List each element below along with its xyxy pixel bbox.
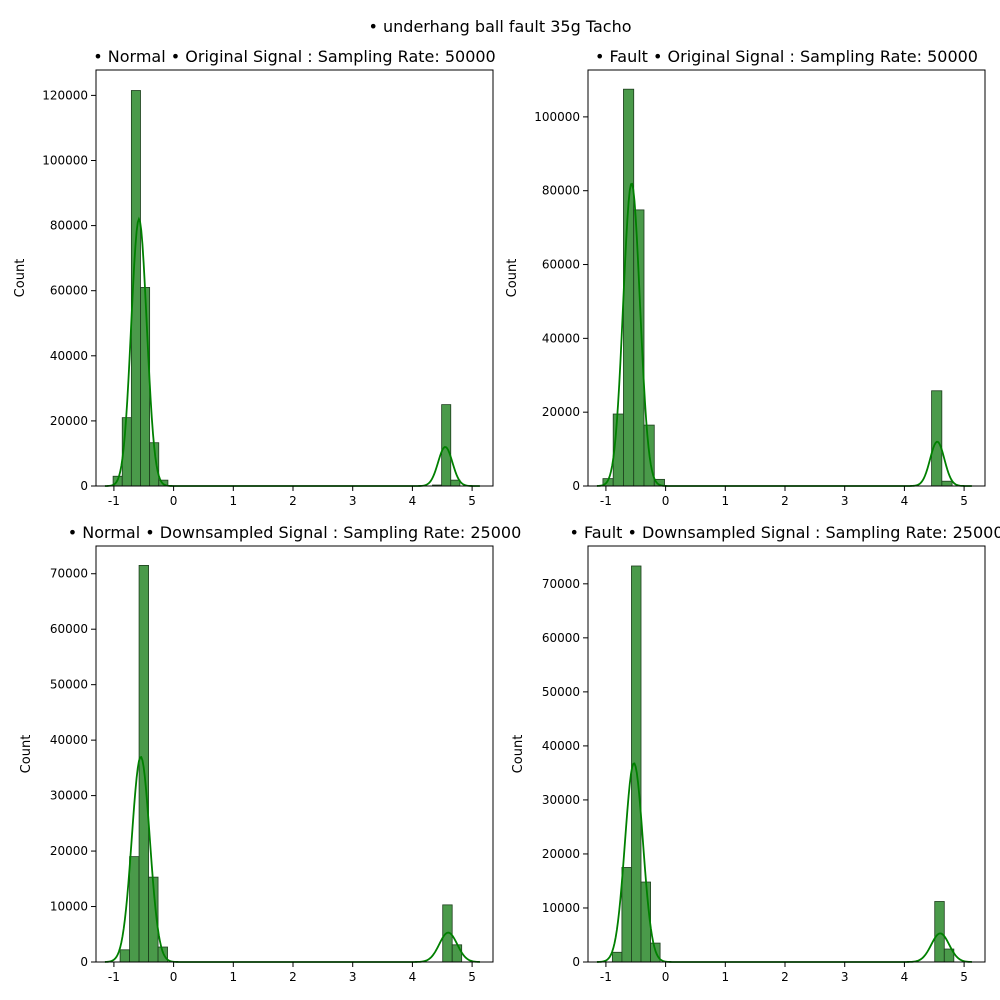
x-tick-label: -1 [108,970,120,984]
figure-title: • underhang ball fault 35g Tacho [368,17,632,36]
x-tick-label: 3 [841,494,849,508]
y-tick-label: 100000 [42,153,88,167]
histogram-bar [611,951,623,963]
x-tick-label: 2 [289,494,297,508]
x-tick-label: 5 [960,494,968,508]
y-tick-label: 40000 [50,733,88,747]
kde-line [104,216,480,487]
y-tick-label: 0 [572,479,580,493]
y-tick-label: 0 [572,955,580,969]
x-tick-label: 1 [229,494,237,508]
y-tick-label: 50000 [50,678,88,692]
y-tick-label: 60000 [542,258,580,272]
x-tick-label: 5 [468,494,476,508]
histogram-bar [451,944,463,963]
y-tick-label: 60000 [50,284,88,298]
y-tick-label: 20000 [542,405,580,419]
histogram-bar [934,901,945,963]
y-tick-label: 0 [80,955,88,969]
histogram-bar [441,404,452,487]
histogram-panel: -1 0 1 2 3 4 5 0 20000 40000 60000 80000 100000 12000… [13,47,496,508]
kde-line [596,762,972,963]
y-tick-label: 10000 [542,901,580,915]
histogram-bar [941,480,953,487]
y-tick-label: 0 [80,479,88,493]
x-tick-label: 2 [289,970,297,984]
y-axis-label: Count [13,259,28,298]
histogram-bar [119,949,130,963]
x-tick-label: 5 [960,970,968,984]
x-tick-label: 1 [721,970,729,984]
y-tick-label: 10000 [50,900,88,914]
y-tick-label: 30000 [542,793,580,807]
kde-line [104,756,480,963]
x-tick-label: 4 [901,494,909,508]
y-tick-label: 20000 [50,844,88,858]
histogram-bar [623,88,635,487]
histogram-bar [621,867,632,963]
histogram-bar [931,390,943,487]
x-tick-label: -1 [108,494,120,508]
y-tick-label: 80000 [542,184,580,198]
y-tick-label: 70000 [542,577,580,591]
y-axis-label: Count [19,735,34,774]
histogram-bar [450,479,461,487]
x-tick-label: 5 [468,970,476,984]
y-tick-label: 20000 [542,847,580,861]
x-tick-label: 4 [409,494,417,508]
x-tick-label: 3 [841,970,849,984]
axes-frame [95,69,494,487]
y-tick-label: 40000 [542,739,580,753]
histogram-bar [129,856,140,963]
x-tick-label: 0 [170,494,178,508]
y-tick-label: 60000 [50,622,88,636]
x-tick-label: -1 [600,970,612,984]
x-tick-label: 0 [170,970,178,984]
x-tick-label: 3 [349,494,357,508]
y-axis-label: Count [505,259,520,298]
x-tick-label: 4 [901,970,909,984]
y-axis-label: Count [511,735,526,774]
y-tick-label: 80000 [50,219,88,233]
histogram-panel: -1 0 1 2 3 4 5 0 10000 20000 30000 40000 50000 60000 7… [19,523,521,984]
x-tick-label: 1 [721,494,729,508]
y-tick-label: 60000 [542,631,580,645]
x-tick-label: 1 [229,970,237,984]
histogram-panel: -1 0 1 2 3 4 5 0 20000 40000 60000 80000 100000 Count… [505,47,986,508]
x-tick-label: 3 [349,970,357,984]
axes-frame [587,69,986,487]
x-tick-label: 0 [662,970,670,984]
x-tick-label: 4 [409,970,417,984]
histogram-bar [140,287,151,487]
axes-frame [587,545,986,963]
y-tick-label: 70000 [50,567,88,581]
x-tick-label: 2 [781,970,789,984]
axes-frame [95,545,494,963]
y-tick-label: 120000 [42,88,88,102]
chart-title: • Normal • Downsampled Signal : Sampling… [68,523,522,542]
chart-title: • Fault • Downsampled Signal : Sampling … [569,523,1000,542]
y-tick-label: 30000 [50,789,88,803]
y-tick-label: 40000 [50,349,88,363]
y-tick-label: 50000 [542,685,580,699]
histogram-panel: -1 0 1 2 3 4 5 0 10000 20000 30000 40000 50000 60000 7… [511,523,1000,984]
chart-title: • Fault • Original Signal : Sampling Rat… [595,47,978,66]
x-tick-label: -1 [600,494,612,508]
x-tick-label: 2 [781,494,789,508]
x-tick-label: 0 [662,494,670,508]
y-tick-label: 100000 [534,110,580,124]
chart-title: • Normal • Original Signal : Sampling Ra… [93,47,495,66]
y-tick-label: 40000 [542,331,580,345]
y-tick-label: 20000 [50,414,88,428]
